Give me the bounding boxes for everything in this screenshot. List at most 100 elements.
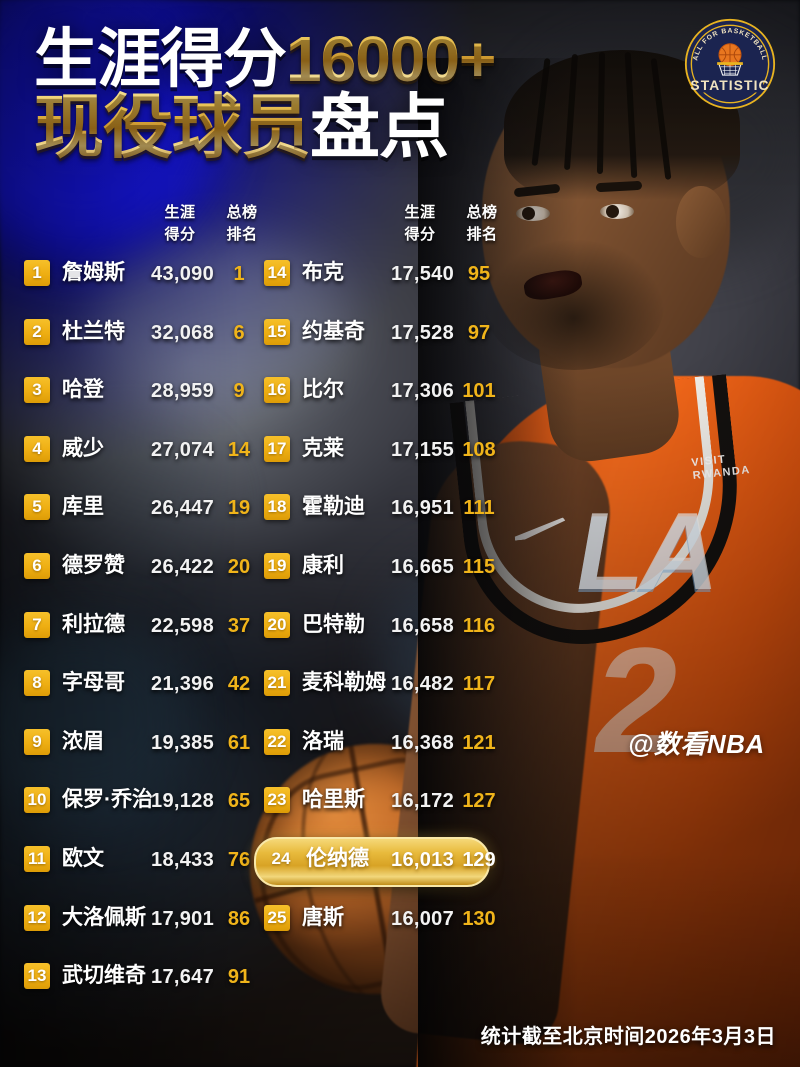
- player-name: 哈登: [62, 378, 104, 402]
- title-line-2-gold: 现役球员: [34, 88, 311, 166]
- career-points-value: 27,074: [151, 438, 214, 461]
- table-row[interactable]: 4 威少 27,074 14: [18, 432, 254, 468]
- overall-rank-value: 116: [462, 614, 496, 637]
- table-row[interactable]: 1 詹姆斯 43,090 1: [18, 256, 254, 292]
- title-line-2: 现役球员盘点: [34, 90, 495, 164]
- career-points-value: 17,155: [391, 438, 454, 461]
- overall-rank-value: 130: [462, 907, 496, 930]
- rank-badge: 21: [264, 670, 290, 697]
- player-name: 库里: [62, 495, 104, 519]
- rank-badge: 15: [264, 318, 290, 345]
- player-name: 保罗·乔治: [62, 788, 153, 812]
- title-line-1-gold: 16000+: [286, 23, 496, 95]
- overall-rank-value: 86: [227, 907, 251, 930]
- rank-badge: 2: [24, 318, 50, 345]
- overall-rank-value: 61: [227, 731, 251, 754]
- player-name: 霍勒迪: [302, 495, 365, 519]
- brand-logo: ALL FOR BASKETBALL STATISTIC: [684, 18, 776, 110]
- stats-cutoff-note: 统计截至北京时间2026年3月3日: [480, 1026, 776, 1048]
- table-row[interactable]: 23 哈里斯 16,172 127: [258, 783, 496, 819]
- title-line-2-white: 盘点: [310, 88, 449, 166]
- player-beard: [484, 240, 664, 370]
- player-name: 唐斯: [302, 905, 344, 929]
- table-row[interactable]: 19 康利 16,665 115: [258, 549, 495, 585]
- table-row[interactable]: 20 巴特勒 16,658 116: [258, 608, 495, 644]
- overall-rank-value: 37: [227, 614, 251, 637]
- table-row[interactable]: 15 约基奇 17,528 97: [258, 315, 494, 351]
- header-rank-line1: 总榜: [226, 204, 258, 221]
- rank-badge: 12: [24, 904, 50, 931]
- career-points-value: 18,433: [151, 849, 214, 871]
- player-name: 武切维奇: [62, 964, 146, 988]
- career-points-value: 16,658: [391, 614, 454, 637]
- table-row[interactable]: 25 唐斯 16,007 130: [258, 901, 496, 937]
- table-row[interactable]: 21 麦科勒姆 16,482 117: [258, 666, 495, 702]
- table-row[interactable]: 2 杜兰特 32,068 6: [18, 315, 254, 351]
- rank-badge: 1: [24, 260, 50, 286]
- career-points-value: 17,540: [391, 263, 454, 285]
- rank-badge: 19: [264, 553, 290, 579]
- player-name: 布克: [302, 261, 344, 284]
- rank-badge: 9: [24, 728, 50, 755]
- career-points-value: 32,068: [151, 321, 214, 344]
- overall-rank-value: 95: [467, 263, 491, 285]
- table-row[interactable]: 12 大洛佩斯 17,901 86: [18, 901, 254, 937]
- career-points-value: 17,901: [151, 907, 214, 930]
- header-overall-rank-left: 总榜 排名: [214, 202, 270, 246]
- career-points-value: 26,422: [151, 556, 214, 578]
- overall-rank-value: 65: [227, 790, 251, 813]
- player-name: 威少: [62, 436, 104, 460]
- career-points-value: 26,447: [151, 497, 214, 520]
- table-row[interactable]: 3 哈登 28,959 9: [18, 373, 254, 409]
- player-name: 詹姆斯: [62, 261, 125, 284]
- overall-rank-value: 127: [462, 790, 496, 813]
- player-name: 浓眉: [62, 729, 104, 753]
- table-row[interactable]: 10 保罗·乔治 19,128 65: [18, 783, 254, 819]
- rank-badge: 4: [24, 435, 50, 462]
- background-blob-haze: [90, 240, 350, 410]
- rank-badge: 3: [24, 377, 50, 404]
- overall-rank-value: 14: [227, 438, 251, 461]
- player-name: 德罗赞: [62, 554, 125, 577]
- player-name: 洛瑞: [302, 729, 344, 753]
- rank-badge: 8: [24, 670, 50, 697]
- table-row[interactable]: 9 浓眉 19,385 61: [18, 725, 254, 761]
- overall-rank-value: 76: [227, 849, 251, 871]
- background-blob-haze2: [40, 430, 220, 580]
- rank-badge: 6: [24, 553, 50, 579]
- table-row[interactable]: 5 库里 26,447 19: [18, 490, 254, 526]
- basketball-statistic-logo-icon: ALL FOR BASKETBALL STATISTIC: [684, 18, 776, 110]
- header-career-points-left: 生涯 得分: [152, 202, 208, 246]
- table-row[interactable]: 13 武切维奇 17,647 91: [18, 959, 254, 995]
- career-points-value: 28,959: [151, 380, 214, 403]
- table-row[interactable]: 8 字母哥 21,396 42: [18, 666, 254, 702]
- table-row[interactable]: 14 布克 17,540 95: [258, 256, 494, 292]
- table-row[interactable]: 24 伦纳德 16,013 129: [254, 837, 496, 887]
- table-row[interactable]: 7 利拉德 22,598 37: [18, 608, 254, 644]
- player-name: 哈里斯: [302, 788, 365, 812]
- header-career-points-right: 生涯 得分: [392, 202, 448, 246]
- table-row[interactable]: 18 霍勒迪 16,951 111: [258, 490, 495, 526]
- header-overall-rank-right: 总榜 排名: [454, 202, 510, 246]
- player-name: 巴特勒: [302, 612, 365, 636]
- overall-rank-value: 6: [233, 321, 245, 344]
- rank-badge: 18: [264, 494, 290, 521]
- table-row[interactable]: 16 比尔 17,306 101: [258, 373, 496, 409]
- player-ear: [676, 186, 726, 258]
- rank-badge: 7: [24, 611, 50, 638]
- table-row[interactable]: 22 洛瑞 16,368 121: [258, 725, 496, 761]
- rank-badge: 14: [264, 260, 290, 286]
- rank-badge: 11: [24, 846, 50, 872]
- table-row[interactable]: 6 德罗赞 26,422 20: [18, 549, 254, 585]
- rank-badge: 24: [271, 849, 291, 868]
- page-title: 生涯得分16000+ 现役球员盘点: [34, 23, 496, 164]
- career-points-value: 16,665: [391, 556, 454, 578]
- table-row[interactable]: 17 克莱 17,155 108: [258, 432, 496, 468]
- player-name: 字母哥: [62, 671, 125, 695]
- overall-rank-value: 19: [227, 497, 251, 520]
- career-points-value: 16,007: [391, 907, 454, 930]
- title-line-1: 生涯得分16000+: [34, 23, 496, 95]
- table-row[interactable]: 11 欧文 18,433 76: [18, 842, 254, 878]
- overall-rank-value: 117: [462, 673, 496, 696]
